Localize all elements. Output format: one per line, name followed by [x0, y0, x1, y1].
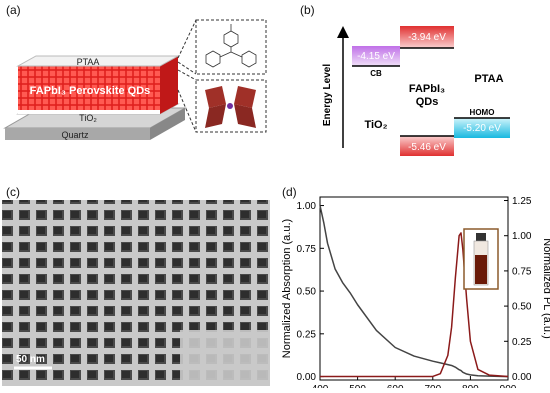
- y-tick-label: 0.25: [297, 329, 317, 340]
- y2-tick-label: 1.00: [512, 231, 532, 242]
- level-tag: CB: [370, 69, 382, 78]
- panel-label: (d): [282, 185, 297, 199]
- scale-bar-label: 50 nm: [16, 354, 45, 365]
- y2-tick-label: 0.00: [512, 372, 532, 383]
- x-tick-label: 800: [462, 384, 479, 388]
- y-tick-label: 0.00: [297, 372, 317, 383]
- y2-tick-label: 0.75: [512, 266, 532, 277]
- layer-label: FAPbI₃ Perovskite QDs: [30, 85, 151, 97]
- layer-label: Quartz: [61, 130, 89, 140]
- y2-axis-label: Normalized PL (a.u.): [541, 238, 550, 338]
- panel-label: (a): [6, 3, 21, 17]
- x-tick-label: 600: [387, 384, 404, 388]
- y2-tick-label: 0.25: [512, 337, 532, 348]
- x-tick-label: 700: [424, 384, 441, 388]
- x-tick-label: 900: [500, 384, 517, 388]
- x-tick-label: 400: [312, 384, 329, 388]
- y-axis-label: Normalized Absorption (a.u.): [281, 219, 293, 358]
- y-tick-label: 1.00: [297, 201, 317, 212]
- x-tick-label: 500: [349, 384, 366, 388]
- plot-frame: [319, 196, 509, 381]
- insets: [177, 19, 267, 133]
- y-tick-label: 0.50: [297, 287, 317, 298]
- panel-label: (b): [300, 3, 315, 17]
- axis-label: Energy Level: [322, 64, 333, 126]
- level-tag: HOMO: [470, 108, 495, 117]
- panel-label: (c): [6, 185, 20, 199]
- device-diagram: [3, 55, 187, 140]
- y2-tick-label: 1.25: [512, 196, 532, 207]
- crystal: [205, 86, 256, 128]
- energy-boxes: [352, 26, 510, 156]
- energy-value: -4.15 eV: [357, 51, 395, 62]
- series-line: [320, 232, 509, 378]
- layer-label: PTAA: [77, 57, 100, 67]
- material-label: FAPbI₃: [409, 83, 445, 95]
- material-label: PTAA: [474, 73, 503, 85]
- y-tick-label: 0.75: [297, 244, 317, 255]
- material-label: TiO₂: [364, 119, 387, 131]
- energy-value: -3.94 eV: [408, 32, 446, 43]
- tem-background: [180, 330, 270, 386]
- energy-value: -5.20 eV: [463, 123, 501, 134]
- material-label: QDs: [416, 96, 439, 108]
- energy-value: -5.46 eV: [408, 142, 446, 153]
- layer-label: TiO₂: [79, 113, 97, 123]
- vial-inset: [463, 228, 499, 290]
- molecule: [205, 24, 257, 68]
- y2-tick-label: 0.50: [512, 302, 532, 313]
- chart: 4005006007008009000.000.250.500.751.000.…: [281, 196, 550, 393]
- series-line: [319, 205, 509, 378]
